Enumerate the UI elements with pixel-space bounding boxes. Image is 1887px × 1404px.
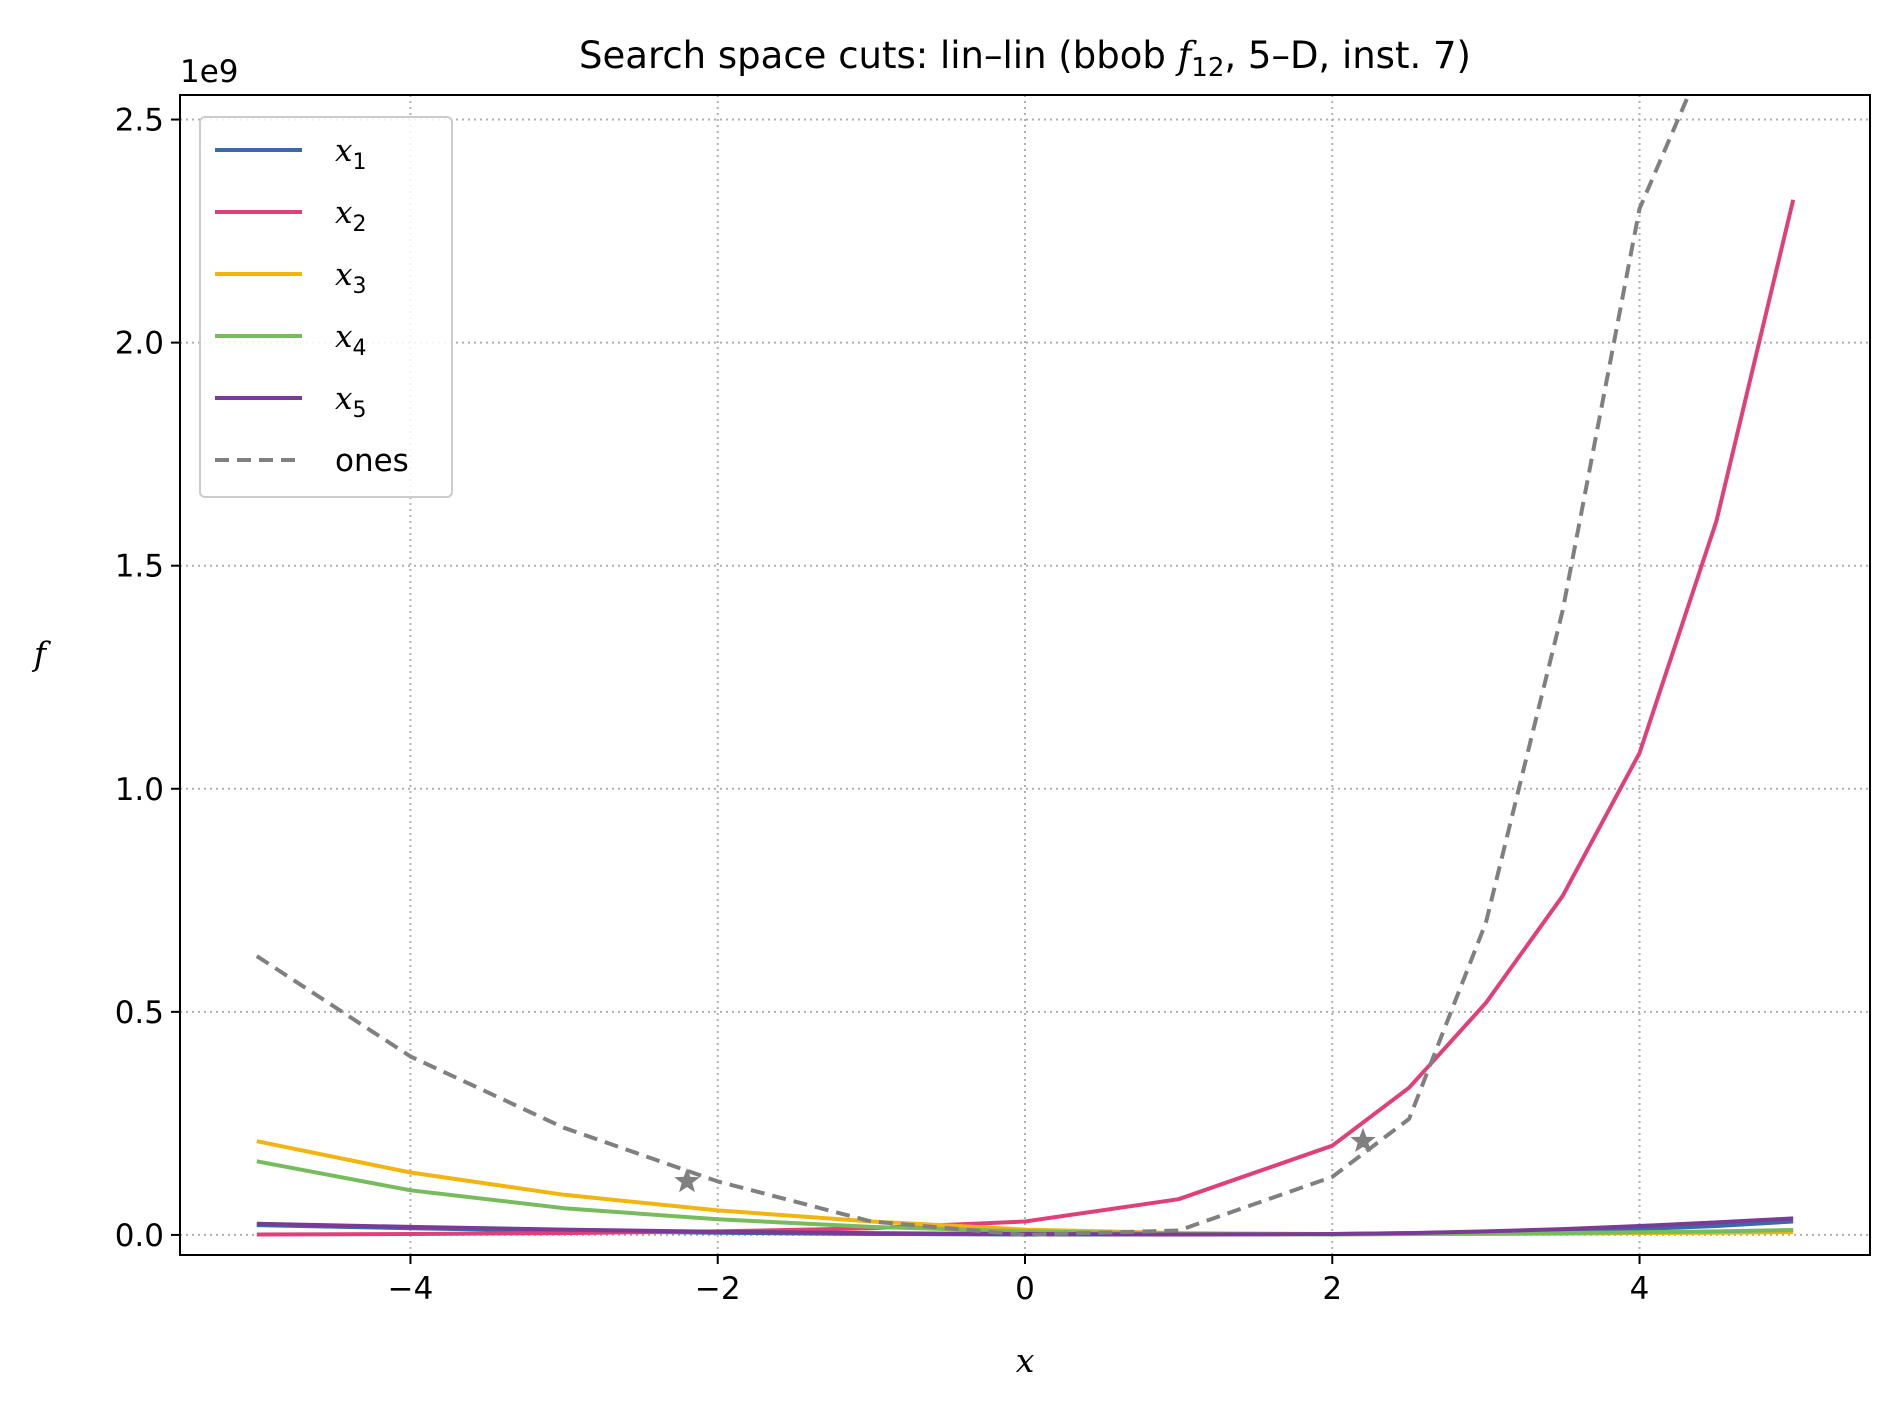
markers — [674, 1127, 1376, 1193]
chart-title: Search space cuts: lin–lin (bbob f12, 5–… — [579, 34, 1471, 83]
y-axis-label: f — [31, 634, 52, 673]
x-tick-label: 4 — [1630, 1271, 1650, 1307]
x-tick-label: 2 — [1322, 1271, 1342, 1307]
x-tick-label: 0 — [1015, 1271, 1035, 1307]
y-ticks: 0.0 0.5 1.0 1.5 2.0 2.5 — [115, 103, 180, 1254]
series-line-ones — [255, 95, 1691, 1237]
series-line-x2 — [256, 199, 1796, 1237]
legend-label: x2 — [335, 195, 366, 237]
legend-label: ones — [335, 443, 409, 479]
legend: x1 x2 x3 x4 x5 ones — [199, 116, 453, 498]
star-marker — [1350, 1127, 1376, 1153]
series-line-x5 — [256, 1216, 1794, 1237]
legend-label: x5 — [335, 381, 366, 423]
x-axis-label: x — [1016, 1341, 1035, 1380]
legend-box — [199, 116, 453, 498]
y-offset-label: 1e9 — [180, 54, 239, 90]
x-ticks: −4 −2 0 2 4 — [388, 1255, 1650, 1307]
y-tick-label: 0.5 — [115, 995, 164, 1031]
y-tick-label: 1.0 — [115, 772, 164, 808]
x-tick-label: −2 — [695, 1271, 741, 1307]
legend-label: x3 — [335, 257, 366, 299]
x-tick-label: −4 — [388, 1271, 434, 1307]
legend-label: x4 — [335, 319, 366, 361]
y-tick-label: 0.0 — [115, 1218, 164, 1254]
y-tick-label: 2.5 — [115, 103, 164, 139]
legend-label: x1 — [335, 133, 366, 175]
y-tick-label: 2.0 — [115, 326, 164, 362]
star-marker — [674, 1167, 700, 1193]
plot-lines — [255, 95, 1796, 1237]
y-tick-label: 1.5 — [115, 549, 164, 585]
